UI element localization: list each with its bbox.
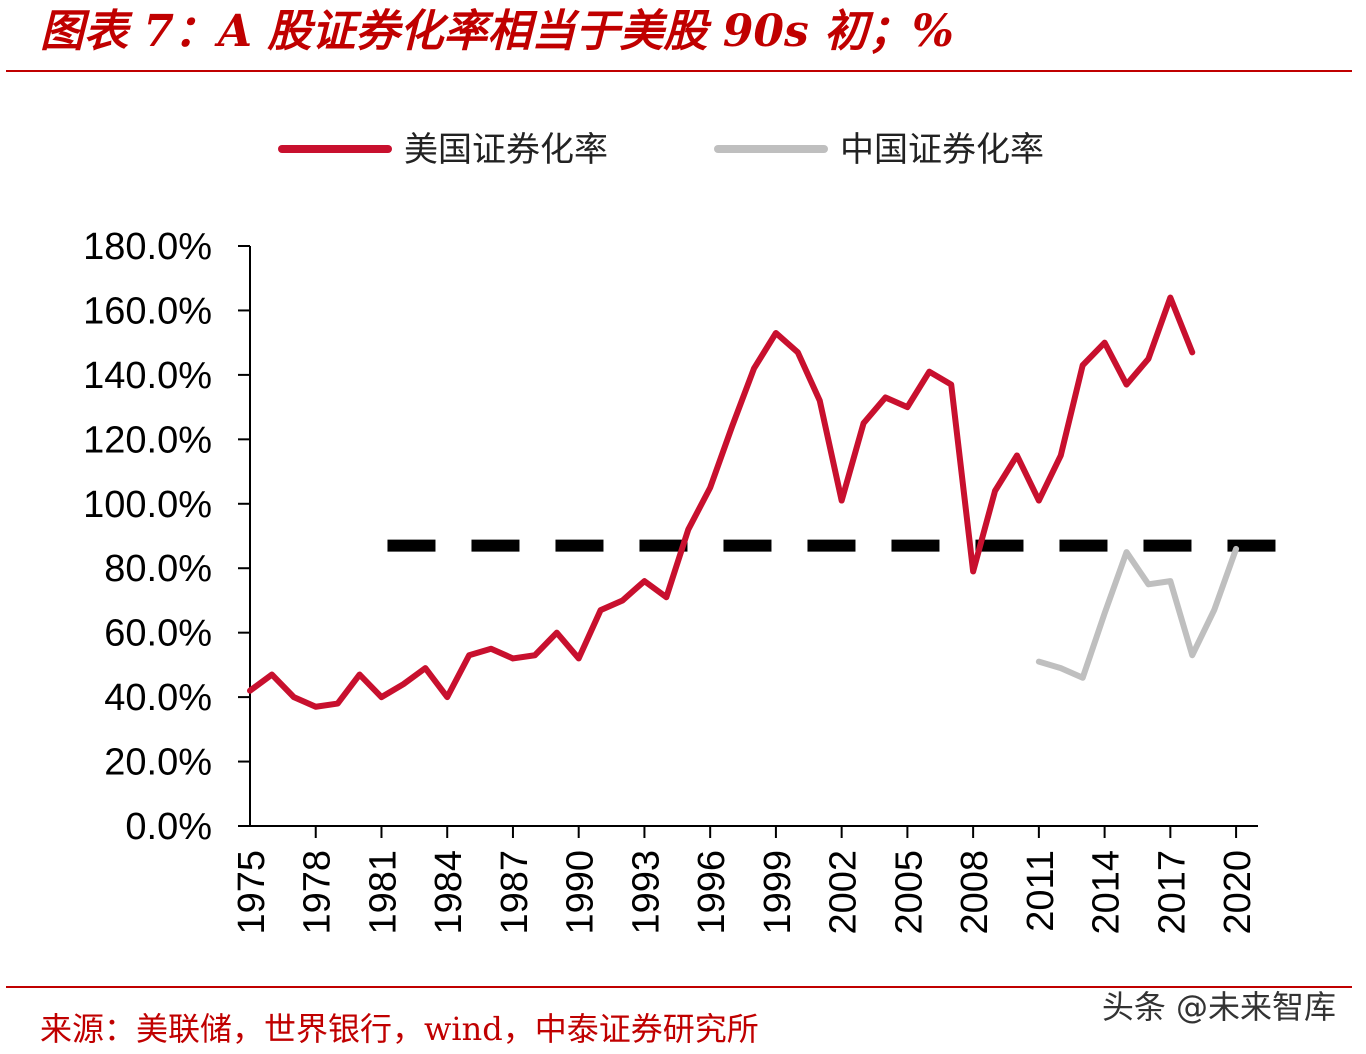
- x-tick-label: 1984: [428, 850, 470, 935]
- chart-title: 图表 7：A 股证券化率相当于美股 90s 初；%: [40, 6, 954, 57]
- legend: 美国证券化率 中国证券化率: [278, 130, 1044, 170]
- y-tick-label: 100.0%: [83, 484, 212, 526]
- legend-us-label: 美国证券化率: [404, 130, 608, 170]
- y-tick-label: 140.0%: [83, 355, 212, 397]
- x-tick-label: 1999: [757, 850, 799, 935]
- cn-series-point: [1080, 675, 1086, 681]
- us-series-point: [1167, 295, 1173, 301]
- x-tick-label: 2017: [1151, 850, 1193, 935]
- x-tick-label: 1996: [691, 850, 733, 935]
- us-series-point: [817, 398, 823, 404]
- cn-series-point: [1124, 549, 1130, 555]
- cn-series-line: [1035, 545, 1240, 681]
- us-series-line: [247, 294, 1196, 710]
- us-series-point: [882, 394, 888, 400]
- plot-area: [247, 294, 1278, 710]
- x-axis: 1975 1978 1981 1984 1987 1990 1993 1996 1999 2002…: [231, 825, 1259, 935]
- us-series-point: [795, 349, 801, 355]
- us-series-point: [1014, 452, 1020, 458]
- x-tick-label: 2011: [1020, 850, 1062, 932]
- x-tick-label: 1987: [494, 850, 536, 935]
- x-tick-label: 1978: [297, 850, 339, 935]
- us-series-point: [1145, 356, 1151, 362]
- us-series-point: [751, 365, 757, 371]
- cn-series-point: [1189, 652, 1195, 658]
- us-series-point: [554, 630, 560, 636]
- source-note: 来源：美联储，世界银行，wind，中泰证券研究所: [40, 1010, 759, 1048]
- us-series-point: [904, 404, 910, 410]
- us-series-point: [488, 646, 494, 652]
- legend-cn-label: 中国证券化率: [840, 130, 1044, 170]
- y-tick-label: 40.0%: [104, 677, 212, 719]
- us-series-point: [970, 568, 976, 574]
- x-tick-label: 1990: [560, 850, 602, 935]
- us-series-point: [992, 488, 998, 494]
- y-tick-label: 180.0%: [83, 226, 212, 268]
- us-series-point: [598, 607, 604, 613]
- cn-series-point: [1058, 665, 1064, 671]
- us-series-point: [400, 681, 406, 687]
- x-tick-label: 1975: [231, 850, 273, 935]
- us-series-point: [532, 652, 538, 658]
- x-tick-label: 2020: [1217, 850, 1259, 935]
- us-series-point: [1058, 452, 1064, 458]
- us-series-point: [247, 688, 253, 694]
- us-series-point: [707, 485, 713, 491]
- us-series-point: [422, 665, 428, 671]
- x-tick-label: 1993: [625, 850, 667, 935]
- cn-series-point: [1211, 607, 1217, 613]
- cn-series-point: [1233, 546, 1239, 552]
- us-series-point: [291, 694, 297, 700]
- y-tick-label: 0.0%: [125, 806, 212, 848]
- x-tick-label: 2008: [954, 850, 996, 935]
- cn-series-point: [1102, 610, 1108, 616]
- us-series-point: [1189, 349, 1195, 355]
- watermark: 头条 @未来智库: [1101, 988, 1336, 1026]
- y-tick-label: 120.0%: [83, 419, 212, 461]
- us-series-point: [378, 694, 384, 700]
- us-series-point: [466, 652, 472, 658]
- us-series-point: [444, 694, 450, 700]
- cn-series-point: [1036, 659, 1042, 665]
- us-series-point: [663, 594, 669, 600]
- us-series-point: [1124, 382, 1130, 388]
- x-tick-label: 2014: [1086, 850, 1128, 935]
- us-series-point: [773, 330, 779, 336]
- us-series-point: [861, 420, 867, 426]
- y-tick-label: 60.0%: [104, 613, 212, 655]
- us-series-point: [357, 672, 363, 678]
- us-series-point: [839, 498, 845, 504]
- title-divider: [6, 70, 1352, 72]
- us-series-point: [510, 655, 516, 661]
- x-tick-label: 2002: [823, 850, 865, 935]
- us-series-point: [948, 382, 954, 388]
- y-tick-label: 80.0%: [104, 548, 212, 590]
- us-series-point: [1036, 498, 1042, 504]
- us-series-point: [269, 672, 275, 678]
- x-tick-label: 1981: [362, 850, 404, 935]
- cn-series-point: [1145, 581, 1151, 587]
- y-tick-label: 20.0%: [104, 742, 212, 784]
- us-series-point: [313, 704, 319, 710]
- us-series-point: [729, 423, 735, 429]
- us-series-point: [1080, 362, 1086, 368]
- us-series-point: [335, 701, 341, 707]
- x-tick-label: 2005: [888, 850, 930, 935]
- footer-divider: [6, 986, 1352, 988]
- us-series-point: [641, 578, 647, 584]
- us-series-point: [620, 597, 626, 603]
- us-series-point: [685, 527, 691, 533]
- cn-series-point: [1167, 578, 1173, 584]
- line-chart: 美国证券化率 中国证券化率 0.0% 20.0% 40.0% 60.0% 80.0% 100…: [83, 130, 1278, 935]
- us-series-point: [576, 655, 582, 661]
- us-series-point: [926, 369, 932, 375]
- y-tick-label: 160.0%: [83, 290, 212, 332]
- y-axis: 0.0% 20.0% 40.0% 60.0% 80.0% 100.0% 120.0% 140.…: [83, 226, 251, 848]
- us-series-point: [1102, 340, 1108, 346]
